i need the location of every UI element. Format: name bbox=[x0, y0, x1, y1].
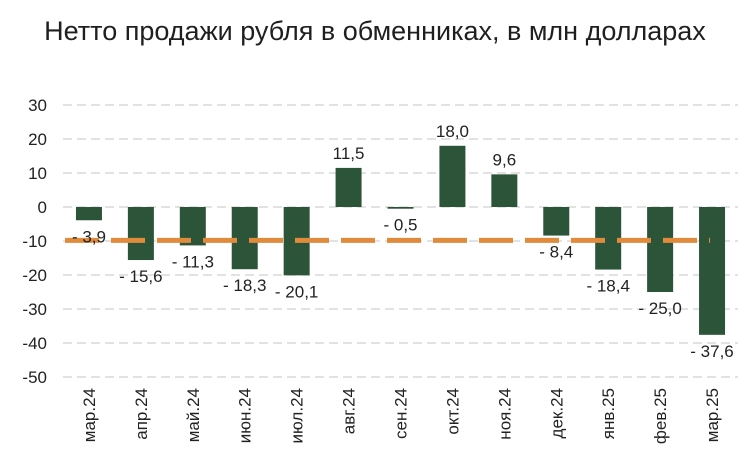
data-label: 9,6 bbox=[493, 150, 517, 169]
x-tick-label: май.24 bbox=[184, 388, 203, 442]
x-tick-label: июн.24 bbox=[236, 388, 255, 443]
data-label: - 8,4 bbox=[539, 243, 573, 262]
bar bbox=[491, 174, 518, 207]
x-tick-label: дек.24 bbox=[547, 388, 566, 438]
bar bbox=[335, 167, 362, 207]
bar bbox=[127, 207, 154, 261]
data-label: - 18,3 bbox=[223, 276, 266, 295]
data-label: - 15,6 bbox=[119, 267, 162, 286]
y-tick-label: 20 bbox=[28, 130, 47, 149]
y-tick-label: -30 bbox=[22, 300, 47, 319]
x-tick-label: июл.24 bbox=[288, 388, 307, 443]
x-tick-label: сен.24 bbox=[392, 388, 411, 439]
y-tick-label: -10 bbox=[22, 232, 47, 251]
data-label: 11,5 bbox=[333, 144, 365, 163]
y-tick-label: 0 bbox=[38, 198, 47, 217]
data-label: - 18,4 bbox=[586, 277, 629, 296]
bar bbox=[439, 145, 466, 207]
y-tick-label: 10 bbox=[28, 164, 47, 183]
data-label: - 37,6 bbox=[690, 342, 733, 361]
bar bbox=[75, 207, 102, 221]
x-tick-label: окт.24 bbox=[443, 388, 462, 435]
x-tick-label: янв.25 bbox=[599, 388, 618, 439]
data-label: - 20,1 bbox=[275, 282, 318, 301]
chart-title: Нетто продажи рубля в обменниках, в млн … bbox=[44, 16, 706, 46]
data-label: 18,0 bbox=[436, 122, 469, 141]
x-tick-label: фев.25 bbox=[651, 388, 670, 444]
data-label: - 25,0 bbox=[638, 299, 681, 318]
data-label: - 3,9 bbox=[72, 227, 106, 246]
y-tick-label: -20 bbox=[22, 266, 47, 285]
y-tick-label: 30 bbox=[28, 96, 47, 115]
bar bbox=[647, 207, 674, 292]
data-label: - 0,5 bbox=[383, 216, 417, 235]
x-tick-label: мар.25 bbox=[703, 388, 722, 442]
data-label: - 11,3 bbox=[172, 252, 214, 271]
y-tick-label: -40 bbox=[22, 334, 47, 353]
x-tick-label: ноя.24 bbox=[495, 388, 514, 440]
bar bbox=[699, 207, 726, 335]
y-tick-label: -50 bbox=[22, 368, 47, 387]
bar bbox=[387, 207, 414, 209]
x-tick-label: апр.24 bbox=[132, 388, 151, 440]
x-tick-label: авг.24 bbox=[340, 388, 359, 434]
x-tick-label: мар.24 bbox=[80, 388, 99, 442]
bar bbox=[543, 207, 570, 236]
